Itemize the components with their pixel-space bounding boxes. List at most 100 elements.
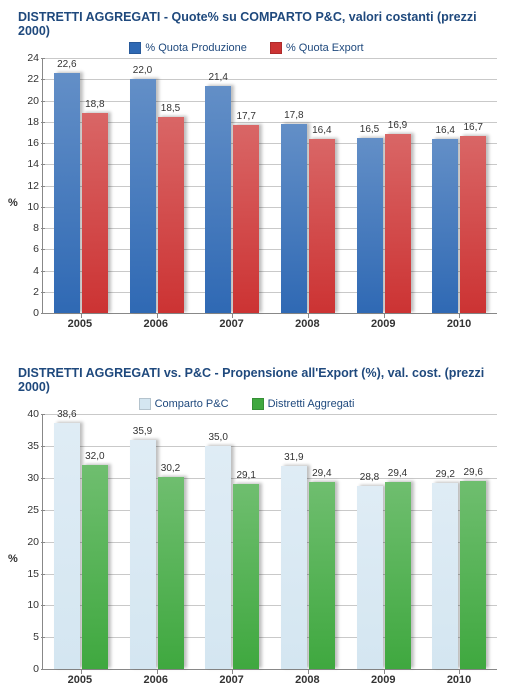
ytick-label: 20 <box>15 536 39 548</box>
bar-value-label: 17,8 <box>284 110 303 121</box>
bar: 29,4 <box>309 482 335 669</box>
chart-1-xlabels: 200520062007200820092010 <box>42 314 497 330</box>
bar: 18,5 <box>158 117 184 314</box>
bar-group: 35,0 29,1 <box>194 414 270 669</box>
legend-swatch-export <box>270 42 282 54</box>
ytick-label: 0 <box>15 663 39 675</box>
legend-swatch-pc <box>139 398 151 410</box>
bar-value-label: 16,5 <box>360 124 379 135</box>
bar: 35,0 <box>205 446 231 669</box>
ytick-label: 30 <box>15 472 39 484</box>
legend-label-produzione: % Quota Produzione <box>145 42 247 54</box>
bar: 16,9 <box>385 134 411 314</box>
chart-1: DISTRETTI AGGREGATI - Quote% su COMPARTO… <box>0 0 513 330</box>
chart-2-ylabel: % <box>8 553 18 565</box>
bar-group: 29,2 29,6 <box>421 414 497 669</box>
chart-1-legend: % Quota Produzione % Quota Export <box>0 42 513 58</box>
ytick-label: 18 <box>15 116 39 128</box>
bar-group: 16,516,9 <box>346 58 422 313</box>
bar: 32,0 <box>82 465 108 669</box>
bar-value-label: 18,8 <box>85 99 104 110</box>
bar: 17,8 <box>281 124 307 313</box>
bar-value-label: 29,6 <box>463 467 482 478</box>
bar: 30,2 <box>158 477 184 670</box>
bar-value-label: 16,4 <box>435 125 454 136</box>
chart-2-title: DISTRETTI AGGREGATI vs. P&C - Propension… <box>0 356 513 398</box>
bar-group: 21,417,7 <box>194 58 270 313</box>
legend-label-distretti: Distretti Aggregati <box>268 398 355 410</box>
bar: 21,4 <box>205 86 231 313</box>
bar: 16,5 <box>357 138 383 313</box>
bar-group: 17,816,4 <box>270 58 346 313</box>
bar: 28,8 <box>357 486 383 670</box>
bar: 31,9 <box>281 466 307 669</box>
ytick-label: 16 <box>15 137 39 149</box>
bar: 16,7 <box>460 136 486 313</box>
bar-value-label: 35,9 <box>133 426 152 437</box>
bars-row: 22,618,822,018,521,417,717,816,416,516,9… <box>43 58 497 313</box>
bars-row: 38,632,035,930,235,029,131,929,428,829,4… <box>43 414 497 669</box>
bar-value-label: 29,2 <box>435 469 454 480</box>
chart-1-plot: 02468101214161820222422,618,822,018,521,… <box>42 58 497 314</box>
bar: 17,7 <box>233 125 259 313</box>
chart-2: DISTRETTI AGGREGATI vs. P&C - Propension… <box>0 356 513 686</box>
bar-value-label: 35,0 <box>208 432 227 443</box>
bar-value-label: 38,6 <box>57 409 76 420</box>
ytick-label: 40 <box>15 408 39 420</box>
legend-swatch-produzione <box>129 42 141 54</box>
legend-label-pc: Comparto P&C <box>155 398 229 410</box>
ytick-label: 15 <box>15 568 39 580</box>
bar-value-label: 17,7 <box>236 111 255 122</box>
bar-value-label: 21,4 <box>208 72 227 83</box>
bar-value-label: 18,5 <box>161 103 180 114</box>
bar-group: 22,618,8 <box>43 58 119 313</box>
ytick-label: 12 <box>15 180 39 192</box>
legend-label-export: % Quota Export <box>286 42 364 54</box>
chart-1-title: DISTRETTI AGGREGATI - Quote% su COMPARTO… <box>0 0 513 42</box>
ytick-label: 5 <box>15 631 39 643</box>
ytick-label: 2 <box>15 286 39 298</box>
bar: 29,4 <box>385 482 411 669</box>
bar-group: 16,4 16,7 <box>421 58 497 313</box>
bar: 22,0 <box>130 79 156 313</box>
bar: 38,6 <box>54 423 80 669</box>
ytick-label: 10 <box>15 599 39 611</box>
legend-swatch-distretti <box>252 398 264 410</box>
bar: 16,4 <box>309 139 335 313</box>
bar-value-label: 29,4 <box>312 468 331 479</box>
ytick-label: 8 <box>15 222 39 234</box>
ytick-label: 35 <box>15 440 39 452</box>
ytick-label: 20 <box>15 95 39 107</box>
chart-2-plot: 051015202530354038,632,035,930,235,029,1… <box>42 414 497 670</box>
bar-value-label: 16,9 <box>388 120 407 131</box>
bar-value-label: 30,2 <box>161 463 180 474</box>
ytick-label: 25 <box>15 504 39 516</box>
bar-value-label: 16,7 <box>463 122 482 133</box>
ytick-label: 24 <box>15 52 39 64</box>
bar-group: 31,929,4 <box>270 414 346 669</box>
bar-value-label: 16,4 <box>312 125 331 136</box>
ytick-label: 14 <box>15 158 39 170</box>
bar-value-label: 29,4 <box>388 468 407 479</box>
bar-group: 22,018,5 <box>119 58 195 313</box>
bar-value-label: 31,9 <box>284 452 303 463</box>
bar-value-label: 22,0 <box>133 65 152 76</box>
bar-value-label: 22,6 <box>57 59 76 70</box>
ytick-label: 0 <box>15 307 39 319</box>
bar-group: 38,632,0 <box>43 414 119 669</box>
bar-group: 28,829,4 <box>346 414 422 669</box>
bar: 22,6 <box>54 73 80 313</box>
ytick-label: 22 <box>15 73 39 85</box>
ytick-label: 6 <box>15 243 39 255</box>
bar-value-label: 28,8 <box>360 472 379 483</box>
bar: 35,9 <box>130 440 156 669</box>
bar: 18,8 <box>82 113 108 313</box>
ytick-label: 10 <box>15 201 39 213</box>
chart-2-xlabels: 200520062007200820092010 <box>42 670 497 686</box>
bar-value-label: 32,0 <box>85 451 104 462</box>
bar-value-label: 29,1 <box>236 470 255 481</box>
ytick-label: 4 <box>15 265 39 277</box>
bar: 29,6 <box>460 481 486 670</box>
bar-group: 35,930,2 <box>119 414 195 669</box>
chart-2-legend: Comparto P&C Distretti Aggregati <box>0 398 513 414</box>
